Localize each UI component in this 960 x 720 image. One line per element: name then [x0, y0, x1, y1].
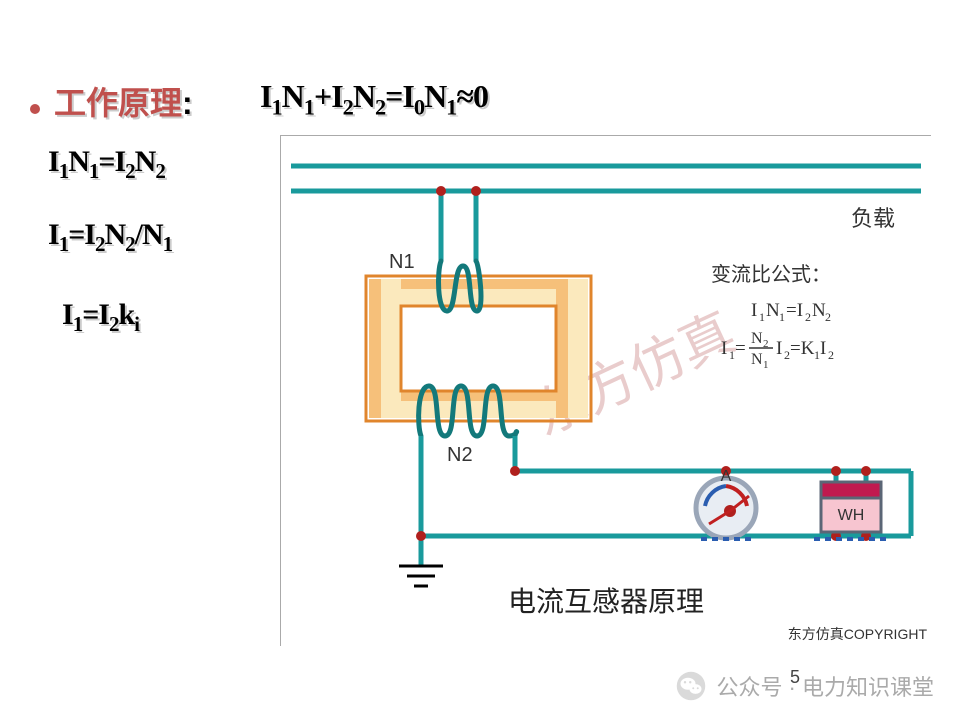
- ammeter: A: [696, 468, 756, 538]
- svg-text:N: N: [751, 330, 763, 347]
- label-ammeter: A: [721, 468, 732, 485]
- wh-meter: WH: [821, 482, 881, 532]
- load-wires: [291, 166, 921, 191]
- label-n2: N2: [447, 444, 473, 466]
- label-formula-title: 变流比公式：: [711, 263, 831, 286]
- formula-block: 变流比公式： I 1 N 1 =I 2 N 2 I 1 = N 2 N 1: [711, 263, 834, 371]
- label-n1: N1: [389, 251, 415, 273]
- svg-text:=K: =K: [790, 338, 815, 359]
- svg-text:N: N: [812, 300, 826, 321]
- svg-text:2: 2: [825, 310, 831, 324]
- bullet-title: 工作原理:: [54, 78, 193, 124]
- bullet-dot: [30, 104, 40, 114]
- svg-text:1: 1: [779, 310, 785, 324]
- svg-text:1: 1: [759, 310, 765, 324]
- ground-icon: [399, 566, 443, 586]
- wechat-footer: 公众号 · 电力知识课堂: [676, 670, 934, 702]
- slide: 工作原理: I1N1+I2N2=I0N1≈0 I1N1=I2N2 I1=I2N2…: [0, 0, 960, 720]
- svg-text:I: I: [751, 300, 757, 321]
- svg-text:N: N: [751, 351, 763, 368]
- svg-text:2: 2: [828, 348, 834, 362]
- svg-text:2: 2: [805, 310, 811, 324]
- diagram-caption: 电流互感器原理: [508, 586, 704, 618]
- equation-left-3: I1=I2ki: [62, 298, 139, 337]
- svg-text:I: I: [721, 338, 727, 359]
- svg-text:=: =: [735, 338, 746, 359]
- diagram-svg: 东方仿真 负载: [281, 136, 931, 646]
- equation-left-1: I1N1=I2N2: [48, 145, 165, 184]
- svg-text:I: I: [820, 338, 826, 359]
- label-wh: WH: [838, 507, 865, 524]
- equation-top: I1N1+I2N2=I0N1≈0: [260, 78, 488, 120]
- svg-text:1: 1: [763, 359, 769, 371]
- label-load: 负载: [851, 206, 895, 231]
- equation-left-2: I1=I2N2/N1: [48, 218, 172, 257]
- svg-text:=I: =I: [786, 300, 803, 321]
- diagram-copyright: 东方仿真COPYRIGHT: [788, 624, 927, 644]
- svg-text:N: N: [766, 300, 780, 321]
- wechat-icon: [676, 671, 706, 701]
- primary-leads: [441, 191, 476, 261]
- title-row: 工作原理:: [30, 78, 193, 124]
- diagram-frame: 东方仿真 负载: [280, 135, 931, 646]
- svg-text:I: I: [776, 338, 782, 359]
- wechat-label: 公众号 · 电力知识课堂: [716, 670, 934, 702]
